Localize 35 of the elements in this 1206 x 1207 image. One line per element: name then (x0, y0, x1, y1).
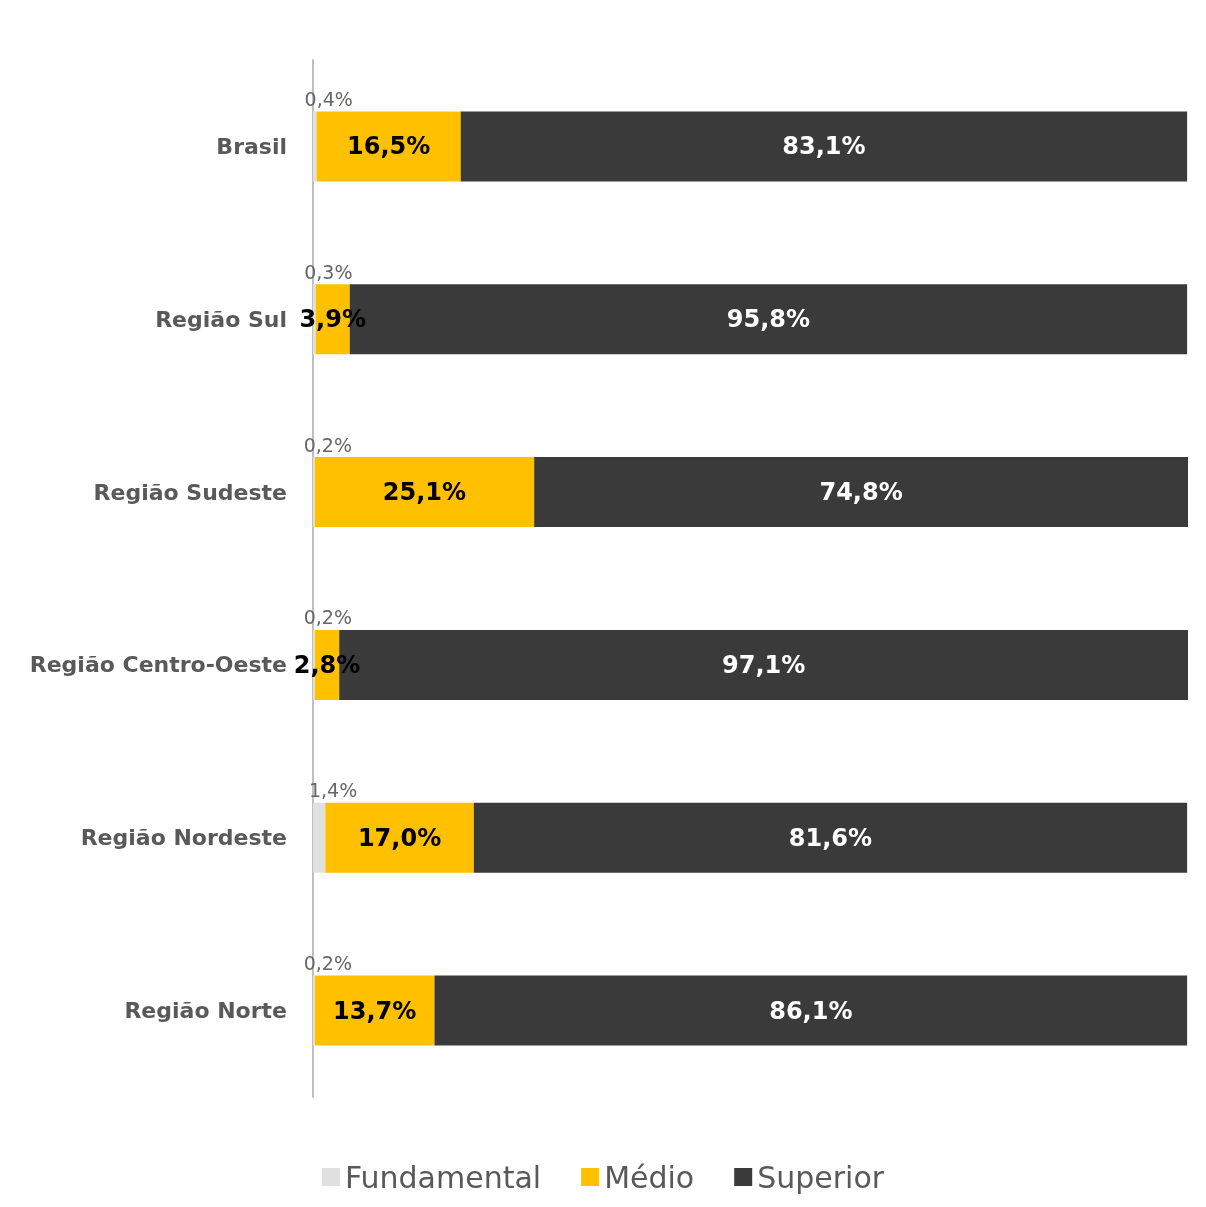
data-label: 86,1% (769, 996, 853, 1025)
data-label: 2,8% (293, 650, 361, 679)
y-tick-label: Região Centro-Oeste (29, 652, 287, 678)
bar (313, 802, 326, 873)
bar (460, 111, 1188, 182)
data-label: 17,0% (357, 823, 442, 852)
data-label: 1,4% (308, 779, 358, 802)
data-label: 25,1% (382, 478, 467, 507)
data-label: 74,8% (819, 478, 903, 507)
data-label: 16,5% (346, 132, 431, 161)
bar (325, 802, 474, 873)
legend-label: Médio (604, 1159, 695, 1195)
y-tick-label: Região Sudeste (93, 479, 287, 505)
data-label: 0,2% (303, 433, 353, 456)
y-tick-label: Região Nordeste (80, 825, 287, 851)
bar (314, 457, 535, 528)
bar (434, 975, 1188, 1046)
y-tick-label: Região Sul (155, 306, 287, 332)
bar (534, 457, 1188, 528)
data-label: 13,7% (332, 996, 417, 1025)
y-tick-label: Região Norte (124, 998, 287, 1024)
y-tick-label: Brasil (216, 133, 287, 159)
data-label: 95,8% (726, 305, 811, 334)
data-label: 81,6% (788, 823, 873, 852)
bar (314, 975, 435, 1046)
data-label: 83,1% (782, 132, 866, 161)
legend-label: Fundamental (344, 1159, 542, 1195)
bar (316, 111, 461, 182)
data-label: 0,3% (304, 260, 353, 283)
data-label: 0,2% (303, 952, 353, 975)
data-label: 0,2% (303, 606, 353, 629)
data-label: 0,4% (304, 87, 353, 110)
bar (473, 802, 1188, 873)
legend-label: Superior (757, 1159, 885, 1195)
data-label: 97,1% (721, 650, 806, 679)
